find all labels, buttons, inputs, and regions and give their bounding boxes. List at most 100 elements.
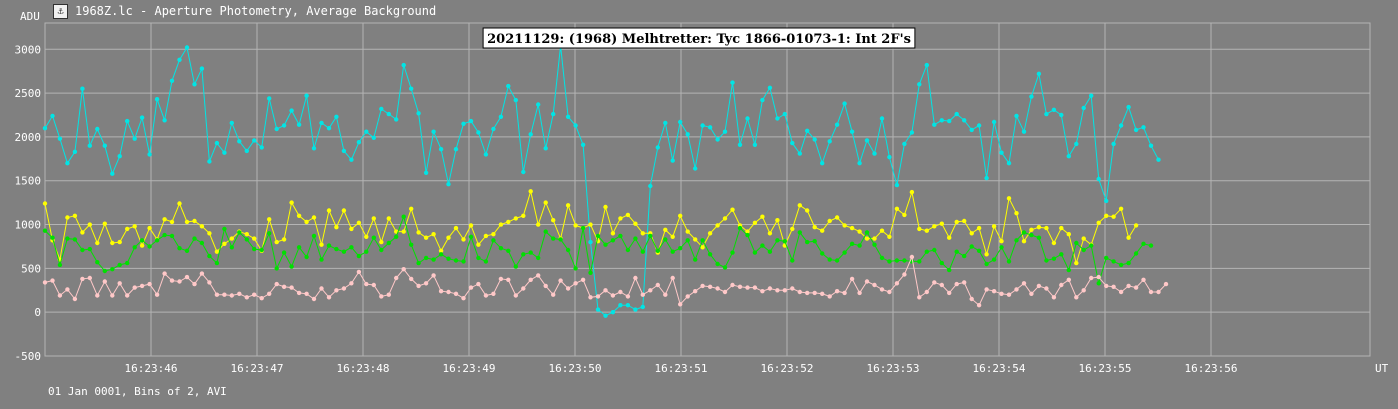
data-point xyxy=(573,223,578,228)
data-point xyxy=(184,219,190,225)
data-point xyxy=(999,239,1004,244)
data-point xyxy=(872,282,877,288)
data-point xyxy=(267,231,272,236)
data-point xyxy=(1156,157,1161,162)
data-point xyxy=(976,225,982,231)
data-point xyxy=(274,266,279,271)
data-point xyxy=(887,259,892,264)
data-point xyxy=(498,114,504,120)
data-point xyxy=(461,121,466,127)
data-point xyxy=(879,116,885,121)
data-point xyxy=(849,129,855,134)
data-point xyxy=(401,62,406,68)
y-axis-label: ADU xyxy=(20,10,40,23)
data-point xyxy=(438,147,444,152)
y-tick-label: 0 xyxy=(34,306,41,319)
data-point xyxy=(1141,125,1146,130)
y-tick-label: 1500 xyxy=(15,175,42,188)
data-point xyxy=(797,203,802,208)
data-point xyxy=(722,216,728,221)
y-tick-label: 500 xyxy=(21,262,41,275)
x-tick-label: 16:23:51 xyxy=(655,362,708,375)
data-point xyxy=(244,295,249,300)
data-point xyxy=(401,229,406,234)
data-point xyxy=(296,290,302,296)
data-point xyxy=(199,66,205,71)
data-point xyxy=(87,143,93,148)
data-point xyxy=(1118,206,1124,211)
lightcurve-app-icon[interactable]: ⚓ xyxy=(53,4,68,19)
data-point xyxy=(760,243,765,248)
data-point xyxy=(947,290,952,296)
data-point xyxy=(169,278,175,283)
data-point xyxy=(222,226,227,232)
data-point xyxy=(1006,259,1012,264)
data-point xyxy=(603,313,608,318)
data-point xyxy=(752,285,758,290)
data-point xyxy=(565,286,571,291)
data-point xyxy=(595,233,601,239)
data-point xyxy=(775,116,780,121)
data-point xyxy=(1006,161,1012,166)
data-point xyxy=(1051,295,1057,300)
data-point xyxy=(790,258,795,263)
data-point xyxy=(72,237,78,242)
data-point xyxy=(1081,105,1086,111)
data-point xyxy=(341,208,347,213)
series-4 xyxy=(42,254,1169,308)
data-point xyxy=(281,123,287,128)
data-point xyxy=(453,225,459,231)
data-point xyxy=(588,270,593,275)
series-line xyxy=(44,189,1137,265)
data-point xyxy=(1006,196,1012,201)
data-point xyxy=(42,280,48,285)
data-point xyxy=(588,222,593,227)
data-point xyxy=(655,248,660,253)
data-point xyxy=(125,293,130,298)
data-point xyxy=(640,304,645,310)
data-point xyxy=(438,252,444,257)
data-point xyxy=(102,143,108,148)
data-point xyxy=(65,236,70,241)
data-point xyxy=(483,293,489,298)
data-point xyxy=(812,239,817,244)
data-point xyxy=(820,251,825,256)
data-point xyxy=(334,246,339,252)
data-point xyxy=(461,237,466,242)
y-tick-label: 2000 xyxy=(15,131,42,144)
data-point xyxy=(737,284,743,289)
data-point xyxy=(289,264,294,269)
x-tick-label: 16:23:52 xyxy=(761,362,814,375)
data-point xyxy=(603,204,608,210)
chart-axes: 3000 2500 2000 1500 1000 500 0 -500 16:23:46 16:2… xyxy=(15,43,1238,375)
data-point xyxy=(932,247,937,253)
data-point xyxy=(633,275,638,281)
data-point xyxy=(207,159,212,164)
data-point xyxy=(252,246,257,252)
y-tick-label: 3000 xyxy=(15,43,42,56)
data-point xyxy=(558,237,563,242)
data-point xyxy=(663,120,668,126)
data-point xyxy=(767,249,773,254)
data-point xyxy=(1141,277,1146,282)
data-point xyxy=(386,292,391,297)
data-point xyxy=(715,261,720,267)
data-point xyxy=(984,287,989,292)
data-point xyxy=(252,292,257,297)
data-point xyxy=(147,152,152,157)
data-point xyxy=(1036,225,1042,230)
data-point xyxy=(229,245,234,250)
data-point xyxy=(1141,241,1146,246)
data-point xyxy=(184,248,190,253)
data-point xyxy=(902,272,907,277)
data-point xyxy=(730,80,735,85)
data-point xyxy=(962,218,967,224)
data-point xyxy=(409,242,414,247)
data-point xyxy=(775,288,780,293)
data-point xyxy=(805,208,810,213)
data-point xyxy=(812,225,817,230)
data-point xyxy=(371,235,376,240)
data-point xyxy=(416,111,421,116)
data-point xyxy=(962,253,967,259)
data-point xyxy=(618,289,623,295)
